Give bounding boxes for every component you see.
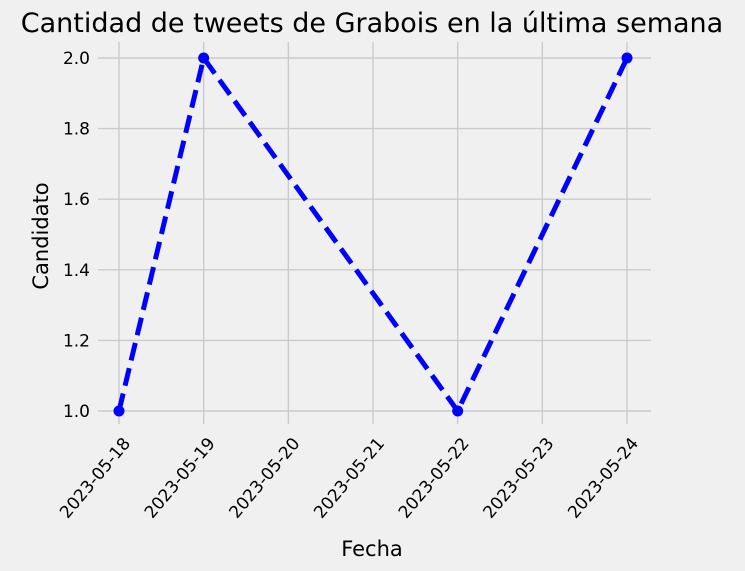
data-point <box>113 405 125 417</box>
data-point <box>198 52 210 64</box>
x-axis-label: Fecha <box>341 537 403 561</box>
y-tick-labels: 1.0 1.2 1.4 1.6 1.8 2.0 <box>63 49 90 422</box>
y-tick-label: 2.0 <box>63 49 90 69</box>
y-tick-label: 1.8 <box>63 120 90 140</box>
chart-title: Cantidad de tweets de Grabois en la últi… <box>21 8 723 39</box>
x-tick-labels: 2023-05-18 2023-05-19 2023-05-20 2023-05-21… <box>56 434 643 523</box>
y-tick-label: 1.0 <box>63 402 90 422</box>
x-tick-label: 2023-05-22 <box>395 434 474 523</box>
y-tick-label: 1.2 <box>63 331 90 351</box>
series-line <box>116 55 630 414</box>
x-tick-label: 2023-05-18 <box>56 434 135 523</box>
data-point <box>452 405 464 417</box>
x-tick-label: 2023-05-21 <box>310 434 389 523</box>
x-tick-label: 2023-05-20 <box>226 434 305 523</box>
series-layer <box>113 52 633 417</box>
x-tick-label: 2023-05-19 <box>141 434 220 523</box>
x-tick-label: 2023-05-24 <box>564 434 643 523</box>
x-tick-label: 2023-05-23 <box>480 434 559 523</box>
y-tick-label: 1.4 <box>63 261 90 281</box>
y-axis-label: Candidato <box>29 182 53 289</box>
y-tick-label: 1.6 <box>63 190 90 210</box>
data-point <box>621 52 633 64</box>
plot-background <box>98 42 651 424</box>
